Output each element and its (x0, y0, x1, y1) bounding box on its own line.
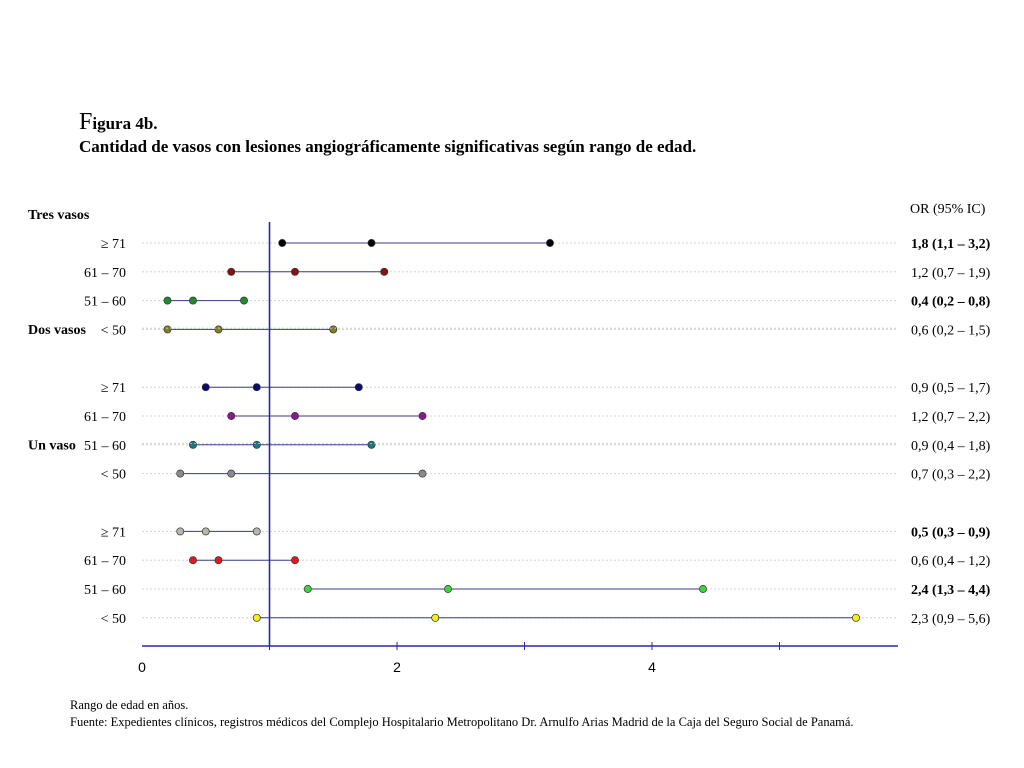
ci-upper-marker (367, 440, 376, 449)
row-label: ≥ 71 (101, 237, 126, 252)
ci-lower-marker (303, 585, 312, 593)
or-value-label: 1,8 (1,1 – 3,2) (911, 237, 991, 252)
ci-upper-marker (291, 556, 299, 565)
row-label: 61 – 70 (84, 266, 126, 281)
ci-lower-marker (176, 469, 185, 478)
ci-upper-marker (354, 383, 363, 392)
footnote-age-range: Rango de edad en años. (70, 698, 189, 712)
ci-lower-marker (189, 440, 197, 449)
row-label: < 50 (101, 468, 126, 483)
ci-upper-marker (380, 267, 389, 276)
ci-upper-marker (418, 469, 427, 478)
ci-lower-marker (278, 239, 287, 247)
row-label: ≥ 71 (101, 381, 126, 396)
ci-lower-marker (163, 296, 172, 305)
ci-upper-marker (546, 239, 554, 247)
or-point-marker (214, 556, 223, 565)
figure-label-initial: F (79, 109, 93, 135)
figure-label-rest: igura 4b. (92, 114, 158, 133)
row-label: ≥ 71 (101, 525, 126, 540)
figure-title: Cantidad de vasos con lesiones angiográf… (79, 137, 697, 156)
or-point-marker (252, 440, 261, 449)
row-label: 51 – 60 (84, 295, 126, 310)
group-label: Dos vasos (28, 323, 87, 338)
ci-upper-marker (329, 325, 338, 334)
ci-upper-marker (252, 527, 261, 536)
ci-lower-marker (176, 527, 185, 536)
or-value-label: 0,9 (0,4 – 1,8) (911, 439, 991, 454)
or-value-label: 0,6 (0,2 – 1,5) (911, 323, 991, 338)
or-point-marker (214, 325, 223, 334)
or-point-marker (431, 613, 440, 622)
group-label: Un vaso (28, 438, 76, 453)
ci-lower-marker (163, 325, 172, 334)
ci-lower-marker (201, 383, 210, 392)
or-point-marker (252, 383, 261, 392)
row-label: 51 – 60 (84, 583, 126, 598)
ci-upper-marker (418, 412, 427, 420)
or-value-label: 1,2 (0,7 – 1,9) (911, 266, 991, 281)
or-value-label: 2,3 (0,9 – 5,6) (911, 612, 991, 627)
or-value-label: 0,7 (0,3 – 2,2) (911, 468, 991, 483)
or-point-marker (444, 585, 452, 593)
or-value-label: 0,9 (0,5 – 1,7) (911, 381, 991, 396)
ci-upper-marker (699, 585, 707, 593)
or-value-label: 0,6 (0,4 – 1,2) (911, 554, 991, 569)
row-label: < 50 (101, 612, 126, 627)
row-label: 61 – 70 (84, 554, 126, 569)
or-point-marker (367, 239, 376, 247)
x-tick-label: 2 (393, 659, 401, 675)
or-point-marker (291, 267, 299, 276)
or-value-label: 2,4 (1,3 – 4,4) (911, 583, 991, 598)
ci-lower-marker (227, 412, 236, 420)
or-point-marker (227, 469, 236, 478)
ci-lower-marker (227, 267, 236, 276)
or-value-label: 0,4 (0,2 – 0,8) (911, 295, 991, 310)
or-value-label: 1,2 (0,7 – 2,2) (911, 410, 991, 425)
or-point-marker (291, 412, 299, 420)
or-header: OR (95% IC) (910, 202, 986, 217)
footnotes: Rango de edad en años. Fuente: Expedient… (70, 697, 854, 731)
x-tick-label: 0 (138, 659, 146, 675)
row-label: < 50 (101, 323, 126, 338)
group-label: Tres vasos (28, 208, 90, 223)
figure-heading: Figura 4b. Cantidad de vasos con lesione… (79, 109, 697, 159)
x-tick-label: 4 (648, 659, 656, 675)
or-point-marker (201, 527, 210, 536)
footnote-source: Fuente: Expedientes clínicos, registros … (70, 715, 854, 729)
ci-lower-marker (252, 613, 261, 622)
row-label: 61 – 70 (84, 410, 126, 425)
figure-label: Figura 4b. (79, 109, 696, 135)
ci-upper-marker (852, 613, 860, 622)
or-value-label: 0,5 (0,3 – 0,9) (911, 525, 991, 540)
ci-lower-marker (189, 556, 197, 565)
row-label: 51 – 60 (84, 439, 126, 454)
ci-upper-marker (240, 296, 248, 305)
or-point-marker (189, 296, 197, 305)
